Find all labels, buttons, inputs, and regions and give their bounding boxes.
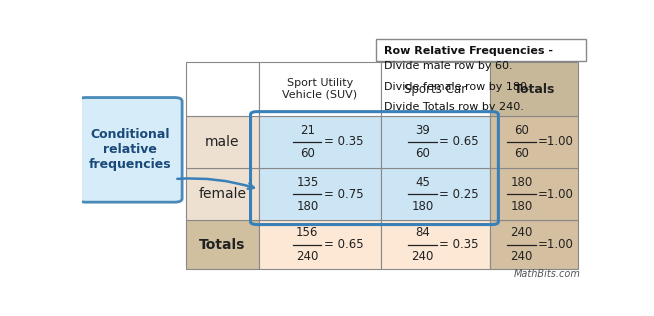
FancyBboxPatch shape xyxy=(381,116,490,168)
Text: male: male xyxy=(205,135,239,149)
Text: 180: 180 xyxy=(510,176,532,189)
Text: =1.00: =1.00 xyxy=(538,188,574,201)
Text: 180: 180 xyxy=(296,200,318,213)
Text: Sports Car: Sports Car xyxy=(404,82,466,95)
Text: Divide female row by 180.: Divide female row by 180. xyxy=(385,82,531,92)
Text: = 0.75: = 0.75 xyxy=(324,188,364,201)
Text: Row Relative Frequencies -: Row Relative Frequencies - xyxy=(385,46,553,57)
Text: 60: 60 xyxy=(514,124,529,137)
FancyBboxPatch shape xyxy=(259,116,381,168)
FancyBboxPatch shape xyxy=(186,62,259,116)
Text: 180: 180 xyxy=(411,200,434,213)
Text: 240: 240 xyxy=(510,250,532,263)
Text: 39: 39 xyxy=(415,124,430,137)
Text: = 0.65: = 0.65 xyxy=(324,238,364,251)
Text: Conditional
relative
frequencies: Conditional relative frequencies xyxy=(89,128,171,171)
Text: =1.00: =1.00 xyxy=(538,238,574,251)
FancyBboxPatch shape xyxy=(381,221,490,269)
FancyBboxPatch shape xyxy=(186,168,259,221)
FancyBboxPatch shape xyxy=(375,39,586,61)
Text: 45: 45 xyxy=(415,176,430,189)
Text: 60: 60 xyxy=(415,147,430,160)
Text: = 0.65: = 0.65 xyxy=(439,136,479,149)
FancyBboxPatch shape xyxy=(259,221,381,269)
Text: = 0.35: = 0.35 xyxy=(439,238,479,251)
Text: Totals: Totals xyxy=(513,82,555,95)
Text: 240: 240 xyxy=(411,250,434,263)
FancyBboxPatch shape xyxy=(490,221,578,269)
Text: 240: 240 xyxy=(296,250,318,263)
FancyBboxPatch shape xyxy=(490,62,578,116)
Text: =1.00: =1.00 xyxy=(538,136,574,149)
Text: = 0.25: = 0.25 xyxy=(439,188,479,201)
FancyBboxPatch shape xyxy=(490,116,578,168)
Text: Totals: Totals xyxy=(199,238,246,252)
Text: MathBits.com: MathBits.com xyxy=(514,269,581,279)
FancyBboxPatch shape xyxy=(259,168,381,221)
FancyBboxPatch shape xyxy=(381,168,490,221)
FancyBboxPatch shape xyxy=(186,116,259,168)
Text: 180: 180 xyxy=(510,200,532,213)
Text: Divide Totals row by 240.: Divide Totals row by 240. xyxy=(385,102,525,112)
FancyBboxPatch shape xyxy=(186,221,259,269)
Text: 60: 60 xyxy=(300,147,315,160)
Text: female: female xyxy=(198,187,247,201)
Text: = 0.35: = 0.35 xyxy=(324,136,364,149)
FancyBboxPatch shape xyxy=(78,98,182,202)
FancyBboxPatch shape xyxy=(490,168,578,221)
Text: Sport Utility
Vehicle (SUV): Sport Utility Vehicle (SUV) xyxy=(283,78,358,100)
FancyBboxPatch shape xyxy=(381,62,490,116)
Text: 240: 240 xyxy=(510,226,532,240)
Text: 21: 21 xyxy=(300,124,315,137)
Text: 84: 84 xyxy=(415,226,430,240)
Text: 60: 60 xyxy=(514,147,529,160)
Text: Divide male row by 60.: Divide male row by 60. xyxy=(385,61,513,71)
Text: 135: 135 xyxy=(296,176,318,189)
FancyBboxPatch shape xyxy=(259,62,381,116)
Text: 156: 156 xyxy=(296,226,318,240)
